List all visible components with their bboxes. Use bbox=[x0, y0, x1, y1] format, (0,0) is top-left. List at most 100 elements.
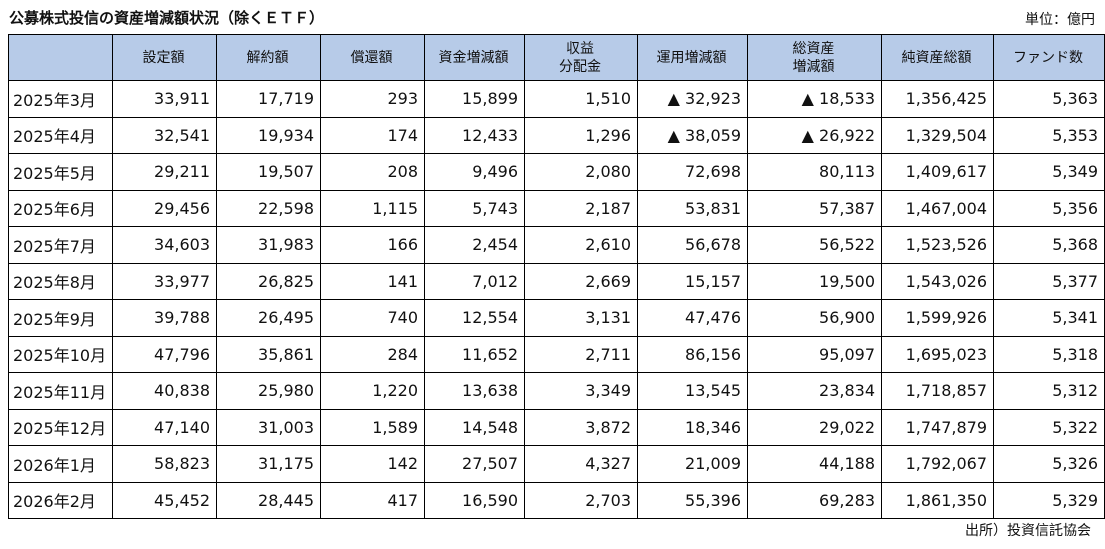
source-note: 出所）投資信託協会 bbox=[965, 523, 1091, 539]
row-month-cell: 2026年1月 bbox=[8, 445, 113, 483]
table-cell: 12,433 bbox=[424, 116, 525, 154]
table-cell: 55,396 bbox=[637, 481, 748, 519]
table-cell: 15,157 bbox=[637, 262, 748, 300]
table-cell: 1,409,617 bbox=[881, 153, 994, 191]
table-cell: ▲ 38,059 bbox=[637, 116, 748, 154]
header-cell-total-asset-change: 総資産 増減額 bbox=[747, 34, 882, 81]
table-cell: 56,678 bbox=[637, 226, 748, 264]
header-cell-maturities: 償還額 bbox=[320, 34, 425, 81]
table-row: 2025年10月 47,796 35,861 284 11,652 2,711 86,156… bbox=[8, 335, 1105, 373]
table-cell: 56,522 bbox=[747, 226, 882, 264]
table-cell: 2,703 bbox=[524, 481, 638, 519]
table-row: 2025年3月 33,911 17,719 293 15,899 1,510 ▲ 32,92… bbox=[8, 80, 1105, 118]
table-cell: 3,349 bbox=[524, 372, 638, 410]
header-cell-subscriptions: 設定額 bbox=[112, 34, 217, 81]
table-cell: 16,590 bbox=[424, 481, 525, 519]
table-cell: 26,495 bbox=[216, 299, 321, 337]
header-cell-fund-count: ファンド数 bbox=[993, 34, 1105, 81]
table-cell: 293 bbox=[320, 80, 425, 118]
table-cell: 1,467,004 bbox=[881, 189, 994, 227]
header-cell-net-flow: 資金増減額 bbox=[424, 34, 525, 81]
table-cell: 28,445 bbox=[216, 481, 321, 519]
table-row: 2025年6月 29,456 22,598 1,115 5,743 2,187 53,831… bbox=[8, 189, 1105, 227]
table-cell: 284 bbox=[320, 335, 425, 373]
table-cell: 34,603 bbox=[112, 226, 217, 264]
row-month-cell: 2025年4月 bbox=[8, 116, 113, 154]
table-cell: 33,977 bbox=[112, 262, 217, 300]
table-cell: 33,911 bbox=[112, 80, 217, 118]
table-cell: 53,831 bbox=[637, 189, 748, 227]
table-cell: 1,543,026 bbox=[881, 262, 994, 300]
table-cell: 29,022 bbox=[747, 408, 882, 446]
table-row: 2025年8月 33,977 26,825 141 7,012 2,669 15,157 19… bbox=[8, 262, 1105, 300]
table-title: 公募株式投信の資産増減額状況（除くＥＴＦ） bbox=[9, 9, 325, 27]
table-row: 2025年7月 34,603 31,983 166 2,454 2,610 56,678 56… bbox=[8, 226, 1105, 264]
row-month-cell: 2025年12月 bbox=[8, 408, 113, 446]
table-cell: 86,156 bbox=[637, 335, 748, 373]
table-cell: 1,510 bbox=[524, 80, 638, 118]
table-cell: 47,476 bbox=[637, 299, 748, 337]
table-cell: 1,718,857 bbox=[881, 372, 994, 410]
table-cell: 14,548 bbox=[424, 408, 525, 446]
table-cell: 5,312 bbox=[993, 372, 1105, 410]
table-cell: 5,353 bbox=[993, 116, 1105, 154]
row-month-cell: 2025年3月 bbox=[8, 80, 113, 118]
row-month-cell: 2025年11月 bbox=[8, 372, 113, 410]
table-cell: 1,523,526 bbox=[881, 226, 994, 264]
table-cell: 4,327 bbox=[524, 445, 638, 483]
table-cell: 1,599,926 bbox=[881, 299, 994, 337]
table-cell: 208 bbox=[320, 153, 425, 191]
table-cell: 1,792,067 bbox=[881, 445, 994, 483]
table-cell: 15,899 bbox=[424, 80, 525, 118]
row-month-cell: 2025年9月 bbox=[8, 299, 113, 337]
table-cell: 1,861,350 bbox=[881, 481, 994, 519]
table-cell: 2,080 bbox=[524, 153, 638, 191]
table-cell: 1,695,023 bbox=[881, 335, 994, 373]
table-cell: 5,743 bbox=[424, 189, 525, 227]
asset-change-table: 設定額 解約額 償還額 資金増減額 収益 分配金 運用増減額 総資産 増減額 純… bbox=[8, 34, 1105, 519]
table-cell: 1,220 bbox=[320, 372, 425, 410]
table-row: 2025年12月 47,140 31,003 1,589 14,548 3,872 18,3… bbox=[8, 408, 1105, 446]
row-month-cell: 2025年8月 bbox=[8, 262, 113, 300]
table-cell: 5,377 bbox=[993, 262, 1105, 300]
table-cell: 31,003 bbox=[216, 408, 321, 446]
table-cell: 5,363 bbox=[993, 80, 1105, 118]
table-row: 2025年5月 29,211 19,507 208 9,496 2,080 72,698 80… bbox=[8, 153, 1105, 191]
table-cell: 56,900 bbox=[747, 299, 882, 337]
table-cell: 1,356,425 bbox=[881, 80, 994, 118]
row-month-cell: 2025年6月 bbox=[8, 189, 113, 227]
table-cell: 5,349 bbox=[993, 153, 1105, 191]
table-cell: 1,747,879 bbox=[881, 408, 994, 446]
table-cell: 141 bbox=[320, 262, 425, 300]
table-cell: 417 bbox=[320, 481, 425, 519]
table-cell: 5,341 bbox=[993, 299, 1105, 337]
table-cell: 80,113 bbox=[747, 153, 882, 191]
table-cell: 3,131 bbox=[524, 299, 638, 337]
table-cell: 29,211 bbox=[112, 153, 217, 191]
table-cell: 2,187 bbox=[524, 189, 638, 227]
table-cell: 5,326 bbox=[993, 445, 1105, 483]
table-cell: 32,541 bbox=[112, 116, 217, 154]
table-row: 2026年2月 45,452 28,445 417 16,590 2,703 55,396 6… bbox=[8, 481, 1105, 519]
table-cell: 57,387 bbox=[747, 189, 882, 227]
table-cell: 47,140 bbox=[112, 408, 217, 446]
table-cell: 1,115 bbox=[320, 189, 425, 227]
table-cell: 740 bbox=[320, 299, 425, 337]
header-cell-distributions: 収益 分配金 bbox=[524, 34, 638, 81]
table-cell: 142 bbox=[320, 445, 425, 483]
table-cell: 19,934 bbox=[216, 116, 321, 154]
table-row: 2025年11月 40,838 25,980 1,220 13,638 3,349 13,5… bbox=[8, 372, 1105, 410]
table-cell: 11,652 bbox=[424, 335, 525, 373]
table-cell: 13,545 bbox=[637, 372, 748, 410]
table-cell: 29,456 bbox=[112, 189, 217, 227]
table-cell: 12,554 bbox=[424, 299, 525, 337]
table-cell: 2,454 bbox=[424, 226, 525, 264]
table-cell: 19,500 bbox=[747, 262, 882, 300]
unit-label: 単位：億円 bbox=[1025, 12, 1095, 28]
table-cell: 2,669 bbox=[524, 262, 638, 300]
row-month-cell: 2026年2月 bbox=[8, 481, 113, 519]
table-cell: 31,175 bbox=[216, 445, 321, 483]
table-cell: 1,296 bbox=[524, 116, 638, 154]
table-cell: ▲ 26,922 bbox=[747, 116, 882, 154]
table-cell: 13,638 bbox=[424, 372, 525, 410]
